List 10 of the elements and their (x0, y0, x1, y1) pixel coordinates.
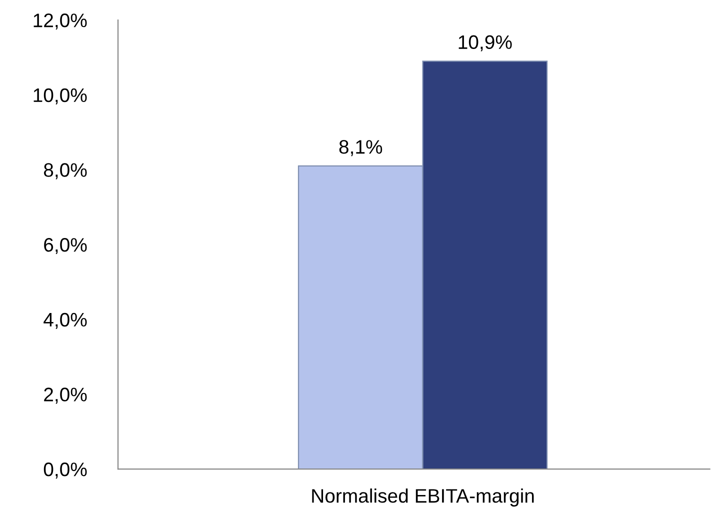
x-tick-label: Normalised EBITA-margin (312, 488, 534, 507)
y-tick-label: 0,0% (44, 462, 87, 479)
y-tick-label: 6,0% (44, 238, 87, 254)
y-tick-label: 4,0% (44, 312, 87, 329)
data-label: 10,9% (458, 35, 512, 52)
y-tick-label: 12,0% (34, 13, 87, 30)
data-label: 8,1% (339, 140, 382, 156)
y-tick-label: 8,0% (44, 163, 87, 180)
y-tick-label: 2,0% (44, 388, 87, 404)
y-tick-label: 10,0% (34, 88, 87, 104)
